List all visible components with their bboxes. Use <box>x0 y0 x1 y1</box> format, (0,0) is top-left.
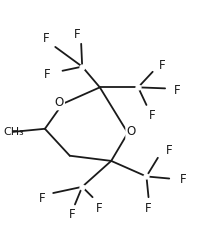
Text: F: F <box>166 144 173 157</box>
Text: F: F <box>74 28 80 41</box>
Text: F: F <box>149 109 156 122</box>
Text: F: F <box>43 32 49 45</box>
Text: F: F <box>68 208 75 221</box>
Text: F: F <box>145 202 152 215</box>
Text: F: F <box>96 202 102 215</box>
Text: F: F <box>174 84 181 97</box>
Text: F: F <box>44 68 50 81</box>
Text: F: F <box>179 173 186 186</box>
Text: F: F <box>159 59 165 72</box>
Text: O: O <box>126 125 135 138</box>
Text: F: F <box>38 192 45 205</box>
Text: CH₃: CH₃ <box>3 127 24 137</box>
Text: O: O <box>55 96 64 109</box>
